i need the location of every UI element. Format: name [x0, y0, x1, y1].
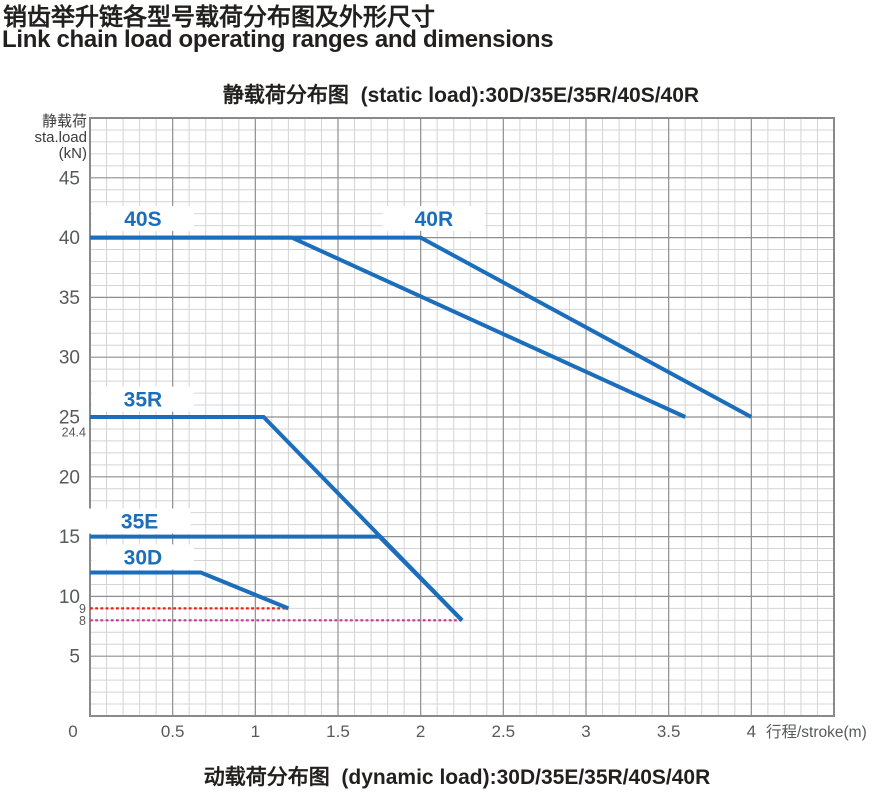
- series-label-bg-35E: [88, 508, 191, 534]
- series-label-30D: 30D: [124, 546, 163, 569]
- y-extra-tick-label-8: 8: [79, 614, 86, 628]
- series-label-35E: 35E: [121, 511, 158, 534]
- series-label-bg-30D: [91, 544, 194, 570]
- x-axis-unit-label: 行程/stroke(m): [766, 723, 867, 741]
- series-labels: 40S 40R 35R 35E 30D: [88, 205, 485, 570]
- y-tick-label: 30: [59, 348, 80, 369]
- y-tick-label: 25: [59, 408, 80, 429]
- static-chart-title: 静载荷分布图 (static load):30D/35E/35R/40S/40R: [222, 84, 700, 107]
- dynamic-chart-title: 动载荷分布图 (dynamic load):30D/35E/35R/40S/40…: [203, 766, 711, 789]
- x-tick-label: 4: [747, 722, 756, 741]
- x-tick-label: 2: [416, 722, 425, 741]
- y-axis-label-en: sta.load: [34, 129, 87, 146]
- reference-lines: [90, 607, 462, 622]
- y-tick-label: 35: [59, 288, 80, 309]
- series-label-bg-40R: [382, 205, 485, 231]
- y-tick-labels: 5 10 15 20 25 30 35 40 45 24.4 98: [59, 168, 86, 667]
- x-tick-label: 0: [68, 722, 77, 741]
- series-lines: [90, 235, 753, 622]
- series-label-40S: 40S: [124, 208, 161, 231]
- y-tick-label: 15: [59, 527, 80, 548]
- page-title-zh: 销齿举升链各型号载荷分布图及外形尺寸: [3, 4, 435, 31]
- minor-grid: [90, 118, 834, 716]
- x-tick-label: 2.5: [492, 722, 516, 741]
- y-tick-label: 20: [59, 467, 80, 488]
- series-label-35R: 35R: [124, 389, 163, 412]
- y-tick-label: 10: [59, 587, 80, 608]
- major-grid: [90, 118, 834, 716]
- series-label-bg-35R: [91, 386, 194, 412]
- y-extra-tick-label-24.4: 24.4: [62, 425, 86, 439]
- series-line-30D: [90, 570, 290, 611]
- series-label-bg-40S: [91, 205, 194, 231]
- page-title-en: Link chain load operating ranges and dim…: [2, 26, 554, 53]
- y-tick-label: 40: [59, 228, 80, 249]
- x-tick-label: 3: [581, 722, 590, 741]
- y-axis-label-zh: 静载荷: [41, 113, 87, 130]
- series-label-40R: 40R: [415, 208, 454, 231]
- x-tick-labels: 0 0.5 1 1.5 2 2.5 3 3.5 4 行程/stroke(m): [68, 722, 867, 741]
- series-line-40R: [90, 235, 753, 419]
- x-tick-label: 1: [251, 722, 260, 741]
- y-axis-label: 静载荷 sta.load (kN): [0, 114, 87, 162]
- series-line-35E: [90, 534, 464, 622]
- y-axis-label-unit: (kN): [58, 145, 87, 162]
- x-tick-label: 0.5: [161, 722, 185, 741]
- y-tick-label: 45: [59, 168, 80, 189]
- x-tick-label: 1.5: [326, 722, 350, 741]
- y-extra-tick-label-9: 9: [79, 602, 86, 616]
- y-tick-label: 5: [69, 647, 80, 668]
- x-tick-label: 3.5: [657, 722, 681, 741]
